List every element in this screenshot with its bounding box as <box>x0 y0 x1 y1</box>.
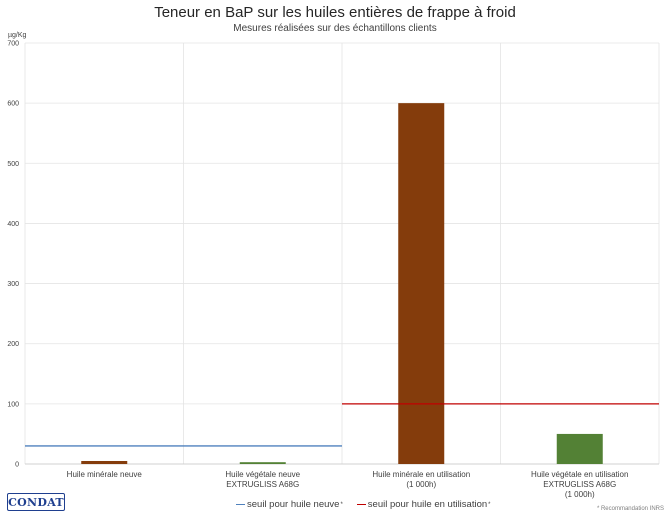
footnote: * Recommandation INRS <box>596 506 664 512</box>
legend-item-threshold-new: seuil pour huile neuve * <box>236 499 343 510</box>
y-tick-label: 300 <box>7 281 19 288</box>
legend-mark-threshold-used: * <box>488 501 491 508</box>
legend-swatch-threshold-used <box>356 503 366 506</box>
bar <box>239 462 286 464</box>
x-tick-label-line: EXTRUGLISS A68G <box>543 480 616 489</box>
x-tick-label: Huile minérale neuve <box>67 470 143 479</box>
chart-subtitle: Mesures réalisées sur des échantillons c… <box>233 23 437 34</box>
legend-mark-threshold-new: * <box>340 501 343 508</box>
x-tick-label-line: EXTRUGLISS A68G <box>226 480 299 489</box>
chart-legend: seuil pour huile neuve * seuil pour huile… <box>236 499 504 510</box>
y-tick-label: 400 <box>7 221 19 228</box>
y-tick-label: 500 <box>7 161 19 168</box>
y-tick-label: 700 <box>7 41 19 48</box>
x-tick-label-line: Huile végétale neuve <box>225 470 300 479</box>
chart-title-emphasis: huiles entières de frappe à froid <box>305 4 516 21</box>
bar <box>81 460 128 464</box>
y-axis-unit-label: µg/Kg <box>8 32 27 39</box>
x-tick-label: Huile végétale neuve EXTRUGLISS A68G <box>225 470 300 489</box>
legend-item-threshold-used: seuil pour huile en utilisation * <box>356 499 491 510</box>
y-tick-label: 100 <box>7 401 19 408</box>
x-tick-label: Huile végétale en utilisation EXTRUGLISS … <box>531 470 628 499</box>
x-tick-label-line: Huile végétale en utilisation <box>531 470 628 479</box>
bar <box>398 103 445 465</box>
logo-text: CONDAT <box>8 495 64 509</box>
chart-title: Teneur en BaP sur les huiles entières de… <box>0 4 670 22</box>
y-tick-label: 600 <box>7 101 19 108</box>
x-tick-label-line: Huile minérale neuve <box>67 470 143 479</box>
chart-title-normal: Teneur en BaP sur les <box>154 4 306 21</box>
x-tick-label-line: Huile minérale en utilisation <box>372 470 470 479</box>
legend-swatch-threshold-new <box>236 503 245 506</box>
x-tick-label-line: (1 000h) <box>406 480 436 489</box>
x-tick-label: Huile minérale en utilisation (1 000h) <box>372 470 470 489</box>
y-tick-label: 0 <box>15 462 19 469</box>
legend-label-threshold-new: seuil pour huile neuve <box>247 499 340 510</box>
y-tick-label: 200 <box>7 341 19 348</box>
legend-label-threshold-used: seuil pour huile en utilisation <box>367 499 488 510</box>
bar <box>556 433 603 464</box>
condat-logo: CONDAT <box>7 493 65 511</box>
chart-header: Teneur en BaP sur les huiles entières de… <box>0 4 670 35</box>
x-tick-label-line: (1 000h) <box>565 490 595 499</box>
